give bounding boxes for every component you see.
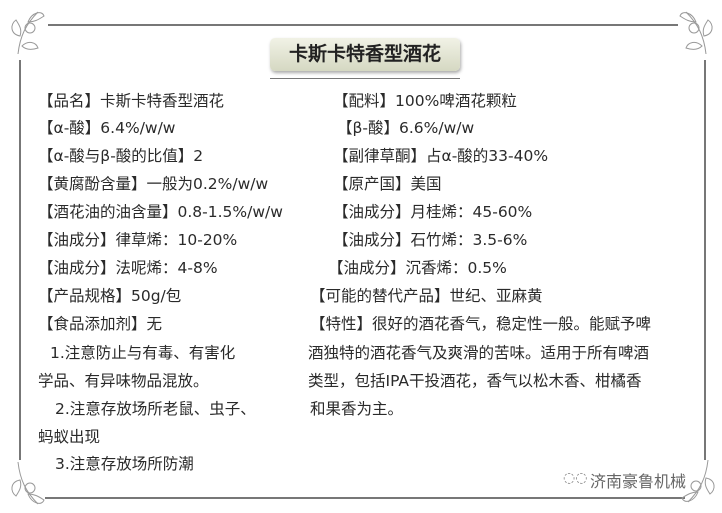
left-line: 【α-酸与β-酸的比值】2 xyxy=(38,147,204,165)
right-line: 【可能的替代产品】世纪、亚麻黄 xyxy=(310,287,543,305)
floral-ornament-icon xyxy=(681,459,715,503)
left-line: 3.注意存放场所防潮 xyxy=(55,455,194,473)
left-line: 【产品规格】50g/包 xyxy=(38,287,182,305)
right-line: 【副律草酮】占α-酸的33-40% xyxy=(333,147,549,165)
right-line: 酒独特的酒花香气及爽滑的苦味。适用于所有啤酒 xyxy=(308,344,650,362)
right-line: 【β-酸】6.6%/w/w xyxy=(337,119,475,137)
wechat-icon: ◌◌ xyxy=(563,470,588,486)
left-line: 【品名】卡斯卡特香型酒花 xyxy=(38,92,225,110)
floral-ornament-icon xyxy=(679,11,713,55)
left-line: 【食品添加剂】无 xyxy=(38,315,163,333)
left-line: 蚂蚁出现 xyxy=(38,428,101,446)
frame-left xyxy=(19,60,21,460)
frame-bottom xyxy=(45,497,685,499)
right-line: 【油成分】月桂烯：45-60% xyxy=(333,203,533,221)
right-line: 【油成分】石竹烯：3.5-6% xyxy=(333,231,528,249)
watermark: 济南豪鲁机械 xyxy=(590,472,687,491)
left-line: 学品、有异味物品混放。 xyxy=(38,372,209,390)
right-line: 类型，包括IPA干投酒花，香气以松木香、柑橘香 xyxy=(308,372,642,390)
left-line: 【酒花油的油含量】0.8-1.5%/w/w xyxy=(38,203,283,221)
left-line: 1.注意防止与有毒、有害化 xyxy=(50,344,236,362)
right-line: 【原产国】美国 xyxy=(333,175,442,193)
frame-right xyxy=(704,60,706,460)
left-line: 【黄腐酚含量】一般为0.2%/w/w xyxy=(38,175,269,193)
right-line: 【特性】很好的酒花香气，稳定性一般。能赋予啤 xyxy=(310,315,652,333)
left-line: 【油成分】律草烯：10-20% xyxy=(38,231,238,249)
floral-ornament-icon xyxy=(11,461,45,505)
frame-top xyxy=(48,24,678,26)
left-line: 2.注意存放场所老鼠、虫子、 xyxy=(55,400,256,418)
left-line: 【α-酸】6.4%/w/w xyxy=(38,119,176,137)
right-line: 【配料】100%啤酒花颗粒 xyxy=(333,92,517,110)
right-line: 和果香为主。 xyxy=(310,400,404,418)
page-title: 卡斯卡特香型酒花 xyxy=(270,38,460,71)
floral-ornament-icon xyxy=(11,11,45,55)
title-underline xyxy=(270,78,460,79)
left-line: 【油成分】法呢烯：4-8% xyxy=(38,259,218,277)
right-line: 【油成分】沉香烯：0.5% xyxy=(328,259,507,277)
